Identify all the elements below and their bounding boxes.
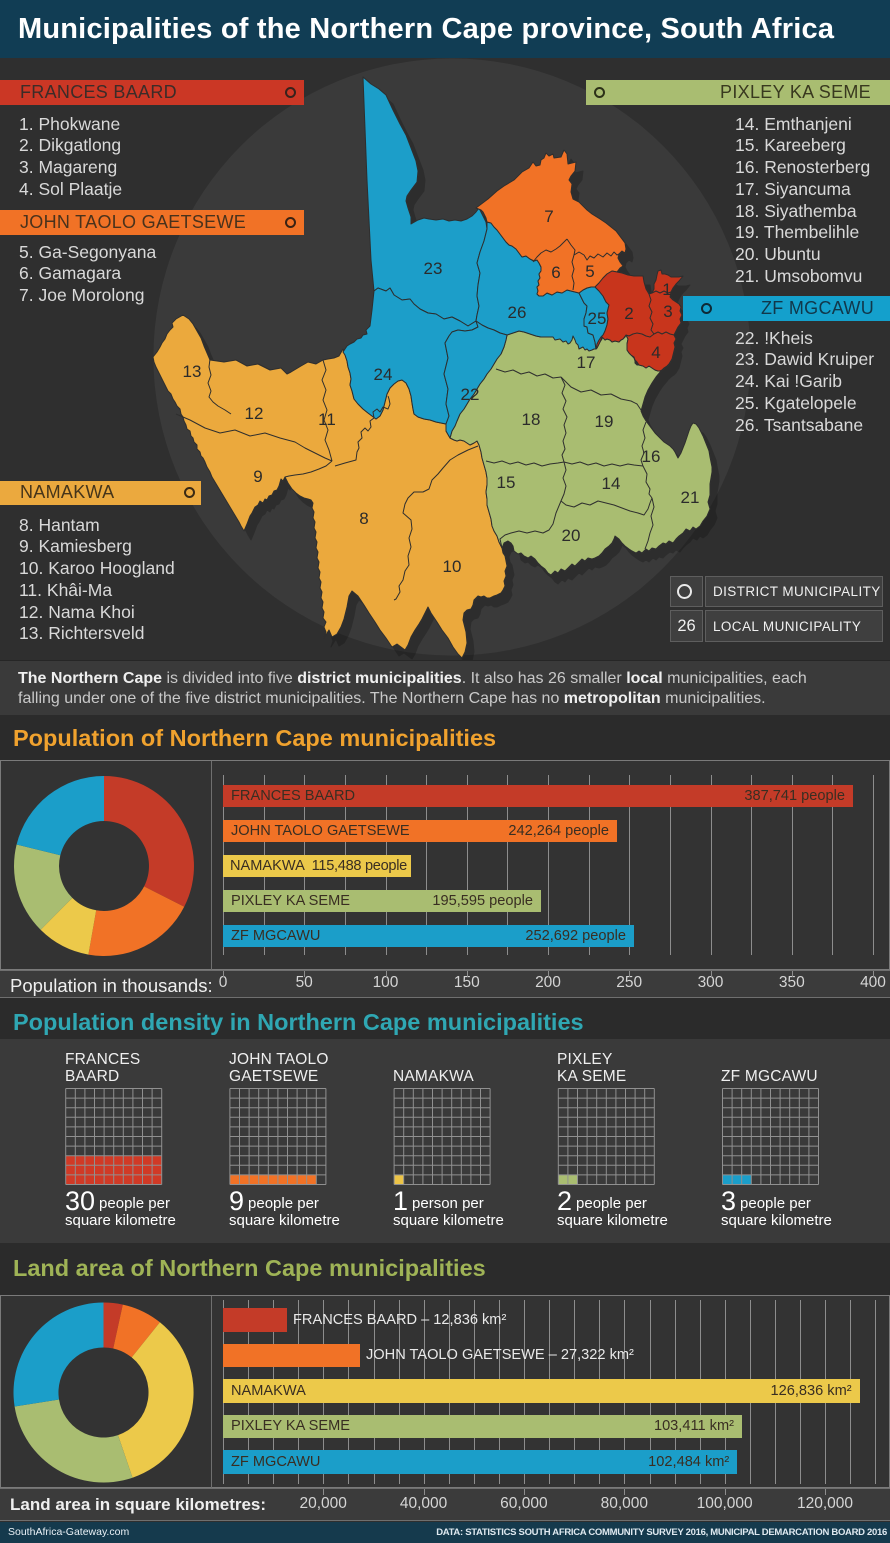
svg-text:3: 3 (663, 302, 672, 321)
svg-text:6: 6 (551, 263, 560, 282)
svg-text:10: 10 (443, 557, 462, 576)
svg-text:13: 13 (183, 362, 202, 381)
svg-text:24: 24 (374, 365, 393, 384)
svg-text:17: 17 (577, 353, 596, 372)
svg-text:4: 4 (651, 343, 660, 362)
svg-text:7: 7 (544, 207, 553, 226)
svg-text:26: 26 (508, 303, 527, 322)
svg-text:12: 12 (245, 404, 264, 423)
svg-text:1: 1 (662, 280, 671, 299)
svg-text:25: 25 (588, 309, 607, 328)
svg-text:5: 5 (585, 262, 594, 281)
svg-text:19: 19 (595, 412, 614, 431)
svg-text:2: 2 (624, 304, 633, 323)
svg-text:14: 14 (602, 474, 621, 493)
svg-text:9: 9 (253, 467, 262, 486)
svg-text:11: 11 (318, 410, 336, 429)
svg-text:20: 20 (562, 526, 581, 545)
svg-text:16: 16 (642, 447, 661, 466)
svg-text:15: 15 (497, 473, 516, 492)
svg-text:8: 8 (359, 509, 368, 528)
svg-text:23: 23 (424, 259, 443, 278)
svg-text:21: 21 (681, 488, 700, 507)
svg-text:18: 18 (522, 410, 541, 429)
svg-text:22: 22 (461, 385, 480, 404)
